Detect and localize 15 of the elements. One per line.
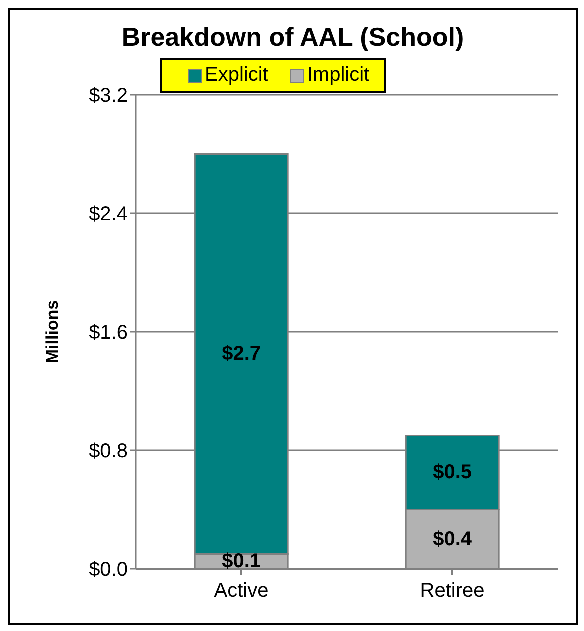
- y-tick-label: $0.8: [89, 440, 128, 463]
- x-tick-label: Active: [214, 580, 269, 602]
- y-axis-title: Millions: [43, 300, 62, 364]
- y-tick-label: $2.4: [89, 204, 128, 226]
- data-label: $0.4: [433, 528, 473, 550]
- chart-title: Breakdown of AAL (School): [120, 22, 466, 54]
- legend-label: Explicit: [205, 64, 268, 87]
- y-tick-label: $3.2: [89, 85, 128, 108]
- y-tick-label: $0.0: [89, 559, 128, 582]
- x-tick-label: Retiree: [420, 580, 485, 602]
- y-tick-label: $1.6: [89, 322, 128, 344]
- legend-label: Implicit: [307, 64, 370, 87]
- data-label: $0.5: [433, 462, 472, 484]
- data-label: $0.1: [222, 550, 262, 573]
- data-label: $2.7: [222, 343, 262, 366]
